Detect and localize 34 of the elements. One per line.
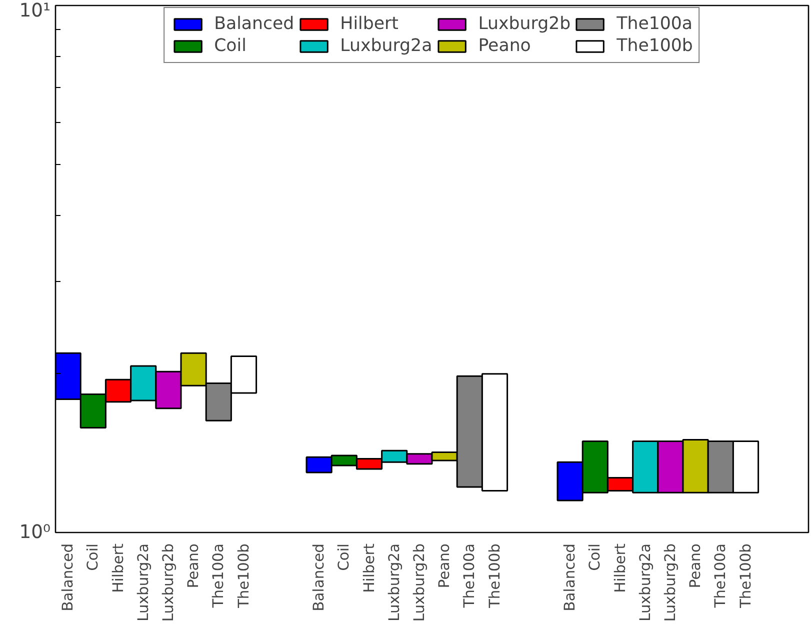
- x-tick-label: The100b: [737, 543, 754, 610]
- x-tick-label: Luxburg2b: [160, 543, 177, 622]
- x-tick-label: Peano: [185, 543, 202, 588]
- legend-label: Balanced: [214, 14, 294, 34]
- x-tick-label: Hilbert: [612, 543, 629, 593]
- x-tick-label: Hilbert: [110, 543, 127, 593]
- legend-label: Peano: [478, 36, 531, 56]
- legend-label: Coil: [214, 36, 246, 56]
- x-tick-label: Coil: [84, 543, 102, 571]
- x-tick-label: Luxburg2b: [410, 543, 428, 622]
- x-tick-label: Peano: [687, 543, 704, 588]
- x-tick-label: The100a: [712, 543, 730, 609]
- legend-label: The100b: [616, 36, 693, 56]
- x-tick-label: Luxburg2a: [134, 543, 152, 622]
- legend-label: Luxburg2a: [340, 36, 432, 56]
- y-tick-label: 10¹: [19, 0, 50, 22]
- x-tick-label: Balanced: [60, 543, 77, 612]
- x-tick-label: The100b: [486, 543, 504, 610]
- x-tick-label: Coil: [586, 543, 604, 571]
- legend-label: The100a: [616, 14, 693, 34]
- x-tick-label: Coil: [336, 543, 353, 571]
- x-tick-label: Luxburg2b: [662, 543, 679, 622]
- x-tick-label: Hilbert: [360, 543, 378, 593]
- legend-label: Hilbert: [340, 14, 398, 34]
- x-tick-label: Luxburg2a: [386, 543, 403, 622]
- x-tick-label: Luxburg2a: [636, 543, 654, 622]
- x-tick-label: Balanced: [310, 543, 328, 612]
- legend-label: Luxburg2b: [478, 14, 571, 34]
- x-tick-label: The100a: [461, 543, 478, 609]
- x-tick-label: The100a: [210, 543, 228, 609]
- x-tick-label: The100b: [235, 543, 252, 610]
- y-tick-label: 10⁰: [19, 522, 50, 543]
- x-tick-label: Balanced: [562, 543, 579, 612]
- x-tick-label: Peano: [436, 543, 454, 588]
